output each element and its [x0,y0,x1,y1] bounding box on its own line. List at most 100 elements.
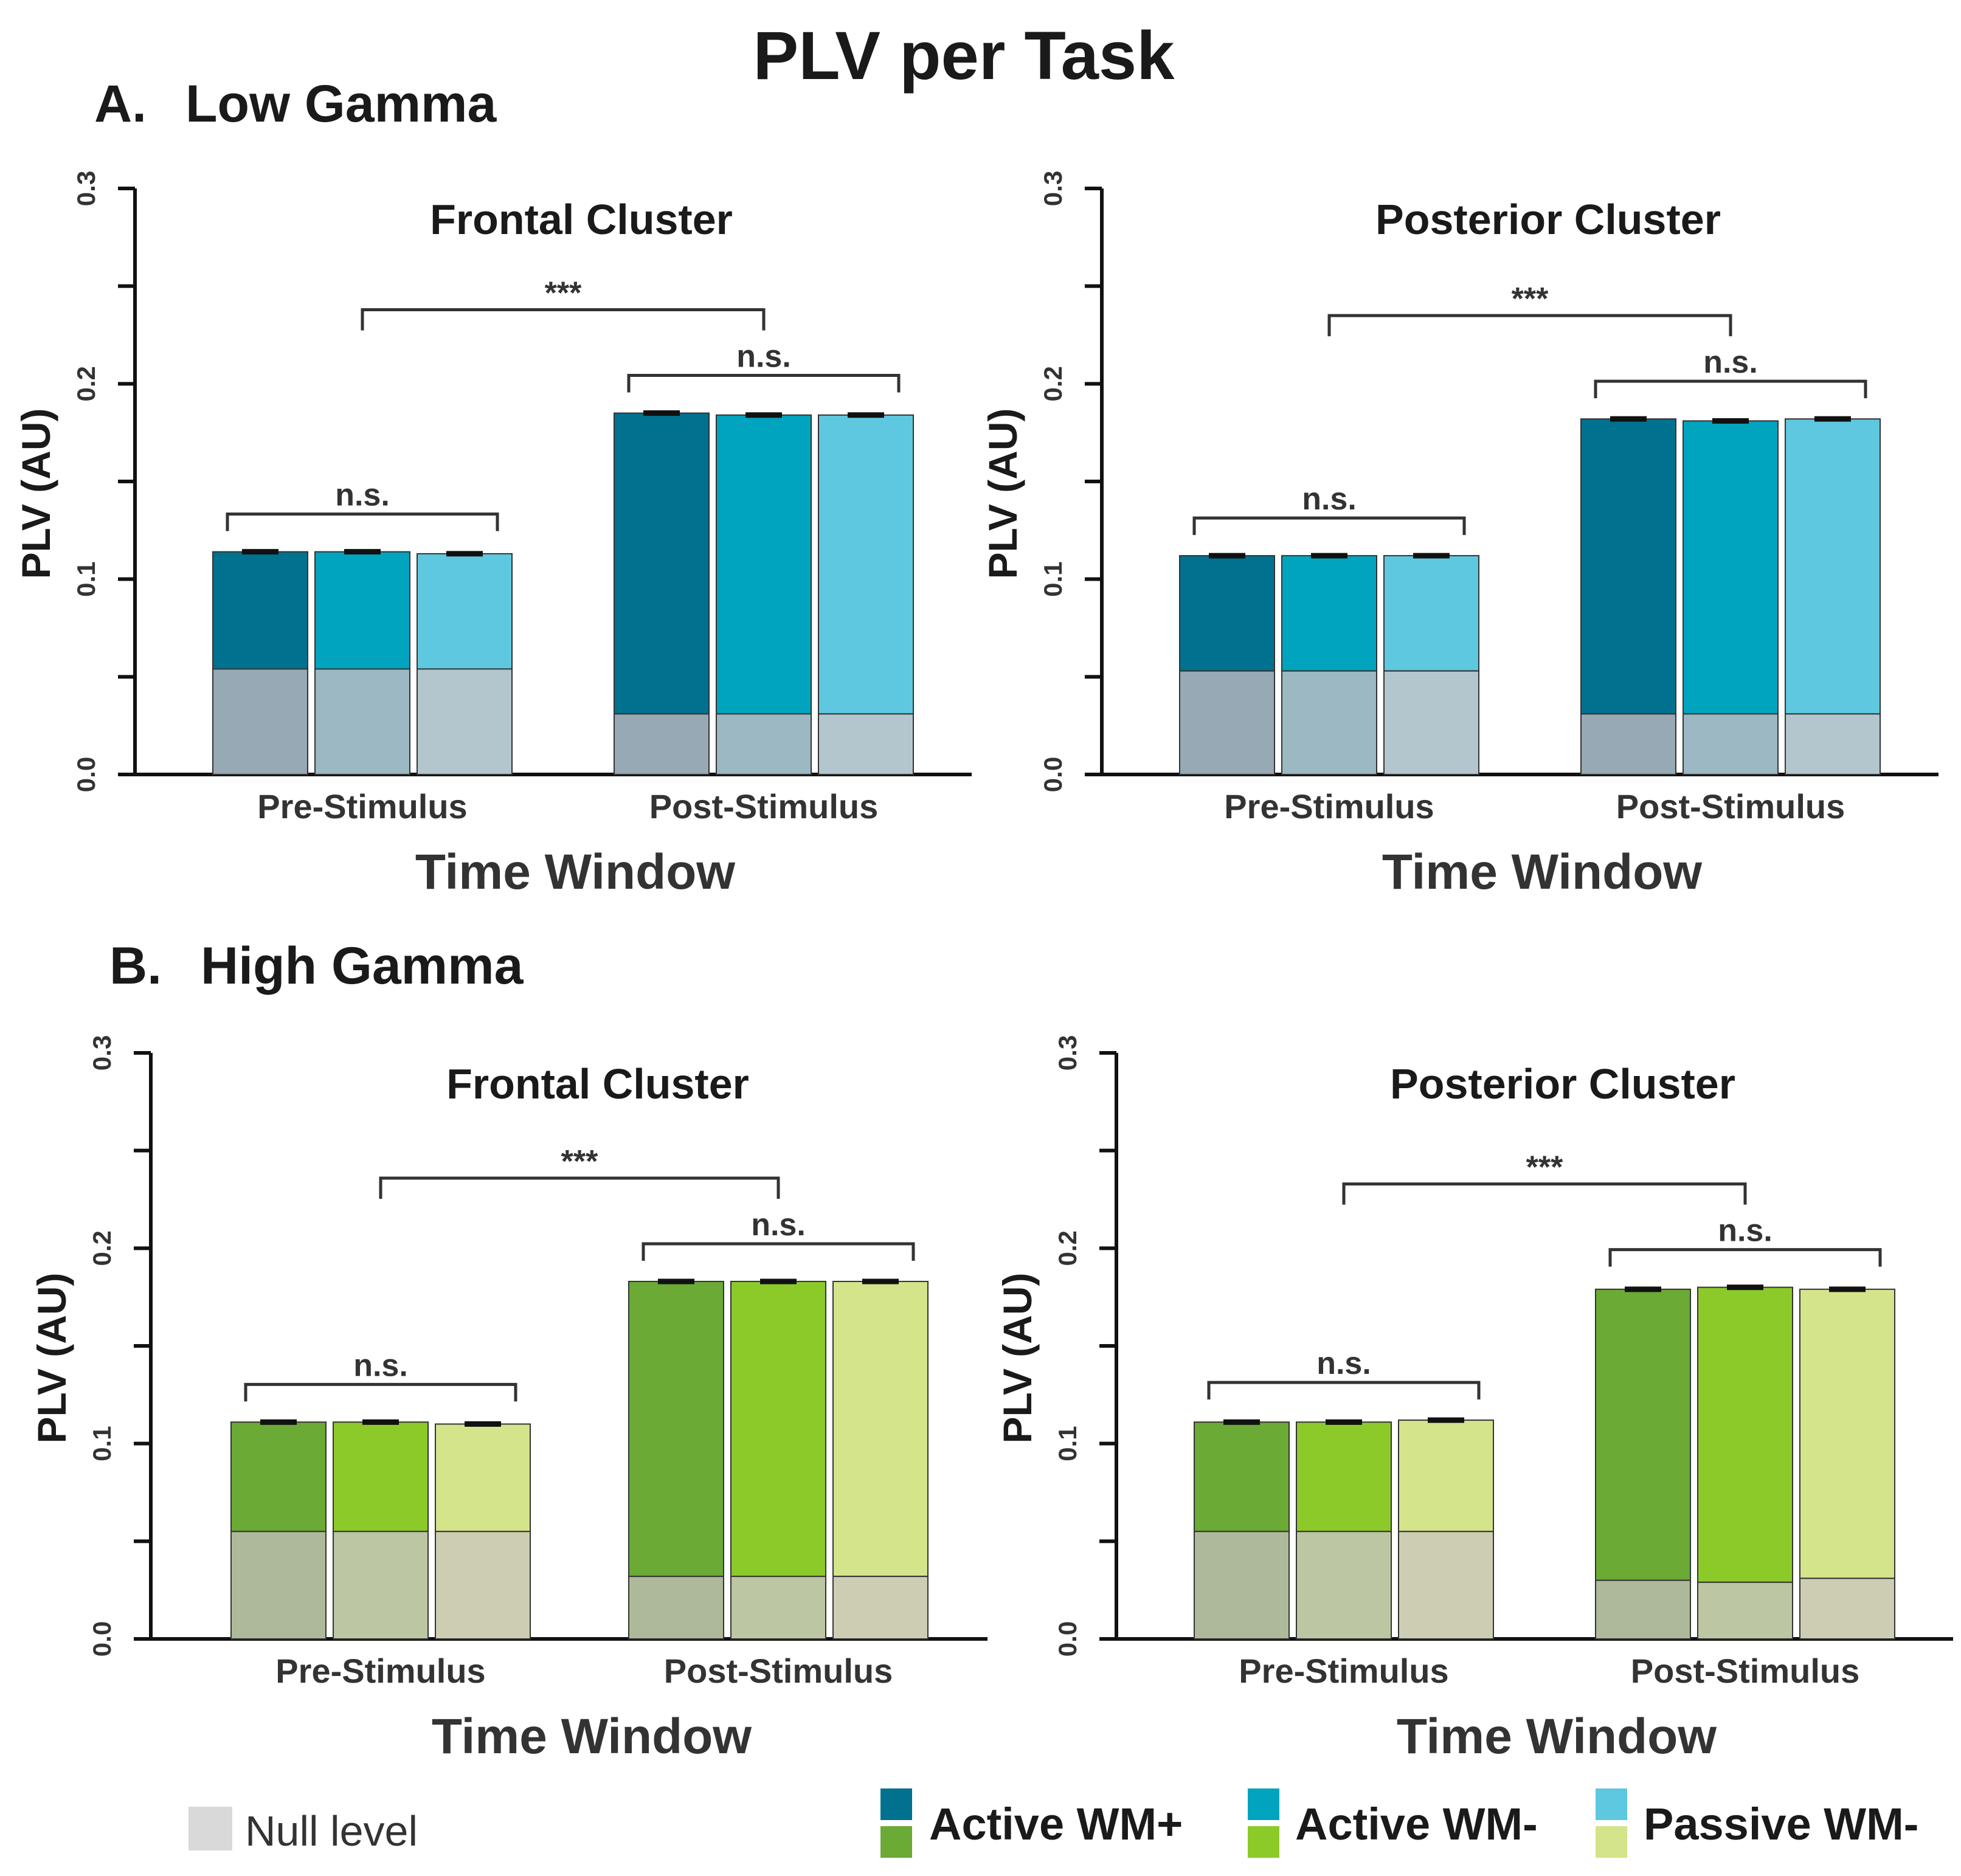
significance-bracket [1192,516,1466,536]
legend-null-swatch [188,1807,232,1850]
legend-swatch-active-wm-plus-high [880,1826,912,1858]
x-axis-label: Time Window [415,844,735,900]
significance-label: n.s. [353,1348,408,1383]
y-tick-label: 0.0 [88,1621,116,1657]
bar [1799,1288,1895,1579]
chart-panel-4: 0.0 0.1 0.2 0.3 PLV (AU) Posterior Cluster Pre… [995,1035,1953,1764]
x-tick-label: Pre-Stimulus [1239,1652,1448,1690]
section-b-label: B. [109,937,162,995]
between-bracket [1342,1182,1747,1205]
null-level-bar [1398,1531,1494,1640]
null-level-bar [212,668,308,775]
y-tick-label: 0.0 [1039,757,1067,792]
legend-null-label: Null level [245,1807,418,1855]
null-level-bar [614,713,710,776]
null-level-bar [435,1531,531,1640]
legend-swatch-active-wm-minus-low [1248,1788,1279,1820]
between-significance-label: *** [1512,281,1549,317]
bar [1296,1421,1392,1533]
significance-bracket [1594,379,1867,399]
bar [1697,1286,1793,1583]
bar [716,414,812,715]
null-level-bar [628,1576,724,1640]
x-axis-label: Time Window [1382,844,1702,900]
chart-panel-1: 0.0 0.1 0.2 0.3 PLV (AU) Frontal Cluster Pre-S… [13,171,972,900]
significance-label: n.s. [1316,1346,1371,1381]
panel-title: Posterior Cluster [1390,1060,1735,1108]
legend-swatch-active-wm-plus-low [880,1788,912,1820]
y-tick-label: 0.1 [1039,561,1067,596]
y-tick-label: 0.2 [88,1230,116,1266]
y-tick-label: 0.0 [1053,1621,1082,1657]
null-level-bar [1697,1581,1793,1640]
null-level-bar [1785,713,1881,776]
x-tick-label: Post-Stimulus [1616,787,1845,826]
between-significance-label: *** [1526,1150,1563,1185]
y-tick-label: 0.3 [88,1035,116,1071]
significance-label: n.s. [1302,481,1357,517]
y-axis-label: PLV (AU) [995,1272,1040,1443]
significance-bracket [1608,1248,1882,1267]
x-tick-label: Pre-Stimulus [275,1652,485,1690]
legend: Null level Active WM+ Active WM- Passive… [188,1788,1918,1858]
bar [314,551,410,670]
section-a-title: Low Gamma [185,75,497,133]
null-level-bar [1194,1531,1290,1640]
bar [1383,555,1479,672]
y-tick-label: 0.2 [72,366,100,401]
y-tick-label: 0.2 [1039,366,1067,401]
null-level-bar [1683,713,1779,776]
between-bracket [379,1176,780,1199]
bar [1179,555,1275,672]
null-level-bar [1580,713,1676,776]
x-tick-label: Post-Stimulus [649,787,878,826]
between-significance-label: *** [545,276,582,311]
null-level-bar [333,1531,429,1640]
significance-label: n.s. [335,478,390,513]
x-tick-label: Pre-Stimulus [1224,787,1434,826]
y-tick-label: 0.3 [72,171,100,206]
bar [628,1280,724,1578]
null-level-bar [1383,670,1479,776]
panel-title: Posterior Cluster [1375,196,1721,243]
significance-bracket [244,1382,517,1402]
y-tick-label: 0.1 [1053,1426,1082,1461]
null-level-bar [314,668,410,775]
x-tick-label: Post-Stimulus [664,1652,893,1690]
section-a-label: A. [94,75,147,133]
chart-panel-3: 0.0 0.1 0.2 0.3 PLV (AU) Frontal Cluster Pre-S… [29,1035,987,1764]
bar [1194,1421,1290,1533]
y-tick-label: 0.2 [1053,1230,1082,1266]
significance-label: n.s. [1703,345,1758,380]
significance-bracket [627,374,901,393]
bar [230,1421,327,1533]
between-significance-label: *** [561,1144,598,1179]
bar [1398,1419,1494,1533]
legend-swatch-passive-wm-minus-high [1596,1826,1627,1858]
y-axis-label: PLV (AU) [980,408,1025,579]
x-axis-label: Time Window [1397,1709,1717,1764]
significance-bracket [642,1242,915,1261]
null-level-bar [832,1576,929,1640]
bar [417,553,513,670]
y-tick-label: 0.0 [72,757,100,792]
bar [1785,418,1881,715]
bar [1595,1288,1691,1581]
bar [1281,555,1377,672]
bar [614,412,710,715]
y-tick-label: 0.3 [1039,171,1067,206]
bar [333,1421,429,1533]
bar [212,551,308,670]
legend-label-passive-wm-minus: Passive WM- [1644,1799,1918,1849]
bar [1580,418,1676,715]
legend-label-active-wm-plus: Active WM+ [929,1799,1183,1849]
figure-title: PLV per Task [753,18,1175,94]
significance-label: n.s. [736,339,791,374]
x-tick-label: Pre-Stimulus [257,787,467,826]
y-tick-label: 0.1 [72,561,100,596]
bar [435,1423,531,1533]
legend-swatch-passive-wm-minus-low [1596,1788,1627,1820]
null-level-bar [230,1531,327,1640]
significance-label: n.s. [1718,1213,1773,1249]
